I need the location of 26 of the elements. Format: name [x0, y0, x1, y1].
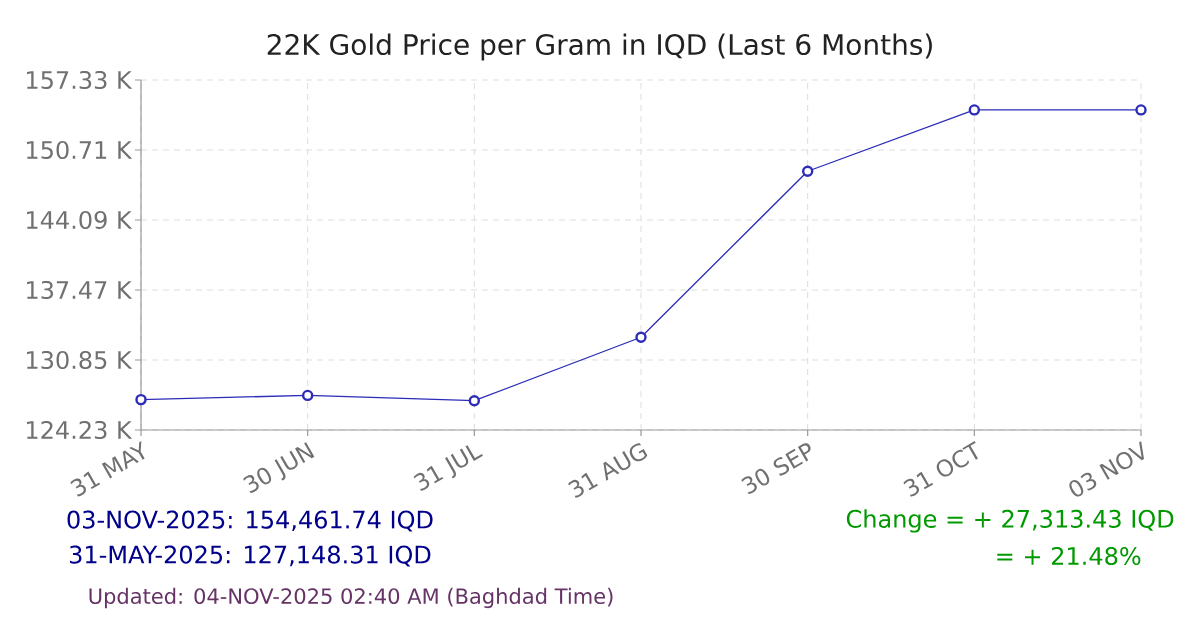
x-tick-label: 30 SEP — [741, 443, 811, 495]
y-tick-label: 150.71 K — [27, 140, 133, 160]
x-tick-label: 03 NOV — [1069, 441, 1145, 497]
text: 31-MAY-2025: 127,148.31 IQD — [69, 545, 431, 567]
x-tick-label: 31 MAY — [70, 441, 145, 497]
x-tick-label: 30 JUN — [243, 442, 315, 493]
text: Updated: 04-NOV-2025 02:40 AM (Baghdad Time) — [89, 587, 613, 609]
y-tick-label: 144.09 K — [27, 210, 133, 230]
chart-title: 22K Gold Price per Gram in IQD (Last 6 Months) — [267, 33, 932, 61]
point — [301, 389, 314, 402]
y-tick-label: 130.85 K — [27, 350, 133, 370]
y-tick-label: 157.33 K — [27, 70, 133, 90]
text: Change = + 27,313.43 IQD — [846, 509, 1174, 533]
y-tick-label: 137.47 K — [27, 280, 133, 300]
point — [468, 394, 481, 407]
point — [1135, 104, 1147, 116]
point — [635, 331, 647, 343]
point — [135, 393, 147, 406]
x-tick-label: 31 JUL — [413, 445, 483, 491]
point — [801, 165, 814, 177]
y-tick-label: 124.23 K — [27, 420, 133, 440]
point — [968, 104, 981, 116]
x-tick-label: 31 OCT — [903, 441, 978, 497]
text: = + 21.48% — [997, 546, 1141, 566]
text: 03-NOV-2025: 154,461.74 IQD — [67, 510, 433, 532]
x-tick-label: 31 AUG — [568, 443, 648, 498]
